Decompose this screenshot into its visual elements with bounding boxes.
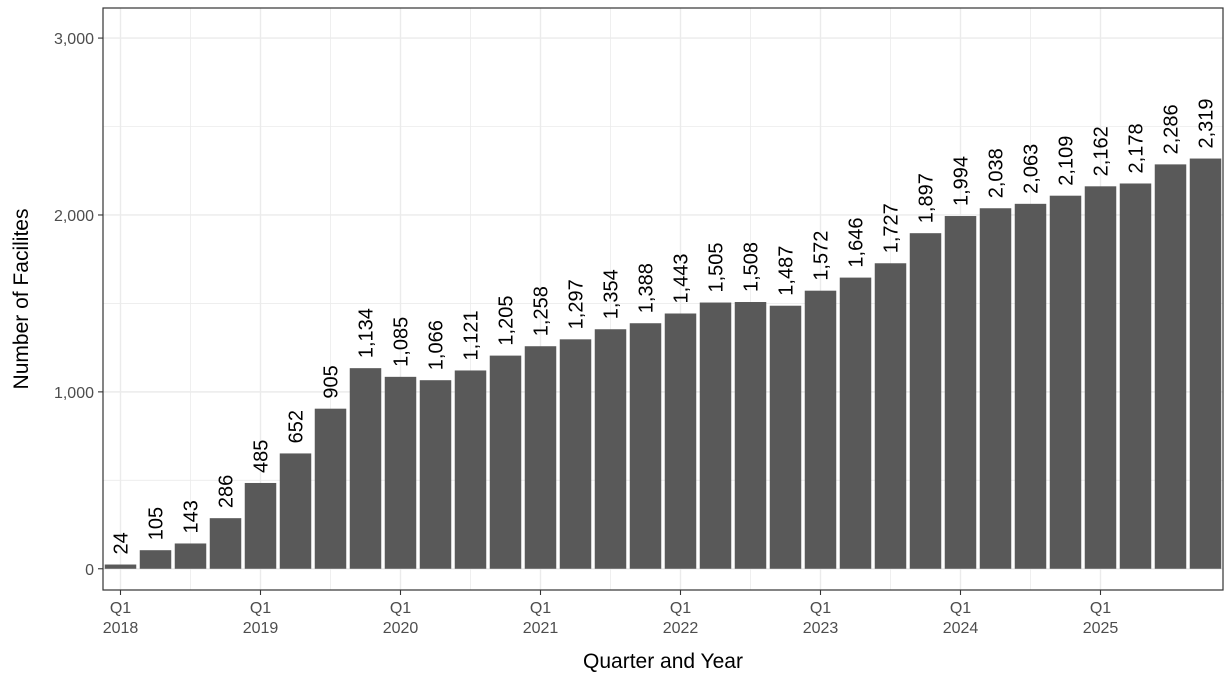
bar xyxy=(489,355,522,569)
x-tick-quarter-label: Q1 xyxy=(810,600,831,617)
bar xyxy=(839,277,872,569)
bar-value-label: 1,897 xyxy=(916,173,938,223)
bar-value-label: 2,063 xyxy=(1021,144,1043,194)
bar-value-label: 1,205 xyxy=(496,296,518,346)
x-tick-quarter-label: Q1 xyxy=(950,600,971,617)
bar-value-label: 286 xyxy=(216,475,238,508)
x-tick-quarter-label: Q1 xyxy=(110,600,131,617)
bar xyxy=(629,323,662,569)
bar xyxy=(909,233,942,569)
plot-panel-border xyxy=(102,7,1224,591)
bar-value-label: 143 xyxy=(181,500,203,533)
x-tick-year-label: 2020 xyxy=(383,620,419,637)
bar xyxy=(559,339,592,569)
bar xyxy=(314,408,347,569)
x-tick-quarter-label: Q1 xyxy=(670,600,691,617)
x-tick-year-label: 2025 xyxy=(1083,620,1119,637)
y-tick-label: 0 xyxy=(85,562,94,579)
bar-value-label: 1,505 xyxy=(706,242,728,292)
bar-value-label: 1,508 xyxy=(741,242,763,292)
bar-value-label: 1,994 xyxy=(951,156,973,206)
bar xyxy=(104,564,137,569)
bar xyxy=(1014,203,1047,569)
bar-value-label: 485 xyxy=(251,440,273,473)
x-tick-year-label: 2022 xyxy=(663,620,699,637)
bar xyxy=(699,302,732,569)
bar xyxy=(454,370,487,569)
x-tick-year-label: 2023 xyxy=(803,620,839,637)
bar xyxy=(804,290,837,569)
bar xyxy=(944,216,977,569)
bar-value-label: 1,443 xyxy=(671,253,693,303)
bar-value-label: 1,646 xyxy=(846,218,868,268)
x-axis-title: Quarter and Year xyxy=(583,650,743,673)
bar xyxy=(244,482,277,569)
bar-value-label: 1,354 xyxy=(601,269,623,319)
bar xyxy=(349,368,382,569)
x-tick-year-label: 2024 xyxy=(943,620,979,637)
bar-value-labels: 24 105 143 286 485 652 905 1,134 1,085 1,066 1,121… xyxy=(111,98,1218,554)
bar xyxy=(209,518,242,569)
bar xyxy=(1049,195,1082,569)
bar xyxy=(769,305,802,569)
bar xyxy=(279,453,312,569)
bar xyxy=(419,380,452,569)
bar-value-label: 1,487 xyxy=(776,246,798,296)
bar-value-label: 24 xyxy=(111,532,133,554)
bar xyxy=(979,208,1012,569)
bar-value-label: 1,388 xyxy=(636,263,658,313)
bar-value-label: 2,162 xyxy=(1091,126,1113,176)
bar xyxy=(1189,158,1222,569)
x-axis: Q1 2018 Q1 2019 Q1 2020 Q1 2021 Q1 2022 Q1 2023 Q1 20… xyxy=(103,590,1119,637)
y-tick-label: 2,000 xyxy=(54,208,94,225)
bar-value-label: 1,297 xyxy=(566,279,588,329)
bar-value-label: 2,178 xyxy=(1126,123,1148,173)
x-tick-quarter-label: Q1 xyxy=(250,600,271,617)
bar xyxy=(384,376,417,569)
bar-value-label: 905 xyxy=(321,365,343,398)
bar xyxy=(1154,164,1187,569)
bar xyxy=(1084,186,1117,569)
bars xyxy=(104,158,1222,569)
x-tick-year-label: 2018 xyxy=(103,620,139,637)
bar-value-label: 2,319 xyxy=(1196,98,1218,148)
x-tick-year-label: 2021 xyxy=(523,620,559,637)
y-tick-label: 1,000 xyxy=(54,385,94,402)
bar-value-label: 2,286 xyxy=(1161,104,1183,154)
y-tick-label: 3,000 xyxy=(54,31,94,48)
bar-value-label: 105 xyxy=(146,507,168,540)
bar xyxy=(664,313,697,569)
bar-value-label: 1,121 xyxy=(461,310,483,360)
bar-value-label: 1,134 xyxy=(356,308,378,358)
bar xyxy=(174,543,207,569)
y-axis-title: Number of Facilites xyxy=(10,209,33,390)
x-tick-quarter-label: Q1 xyxy=(530,600,551,617)
y-axis: 0 1,000 2,000 3,000 xyxy=(54,31,103,579)
bar-value-label: 1,727 xyxy=(881,203,903,253)
bar-value-label: 2,038 xyxy=(986,148,1008,198)
bar-value-label: 652 xyxy=(286,410,308,443)
x-tick-quarter-label: Q1 xyxy=(390,600,411,617)
bar-value-label: 2,109 xyxy=(1056,136,1078,186)
bar xyxy=(1119,183,1152,569)
bar xyxy=(139,550,172,569)
bar xyxy=(524,346,557,569)
bar xyxy=(734,302,767,569)
bar xyxy=(594,329,627,569)
bar xyxy=(874,263,907,569)
bar-value-label: 1,572 xyxy=(811,231,833,281)
bar-value-label: 1,085 xyxy=(391,317,413,367)
x-tick-quarter-label: Q1 xyxy=(1090,600,1111,617)
bar-value-label: 1,066 xyxy=(426,320,448,370)
x-tick-year-label: 2019 xyxy=(243,620,279,637)
bar-value-label: 1,258 xyxy=(531,286,553,336)
